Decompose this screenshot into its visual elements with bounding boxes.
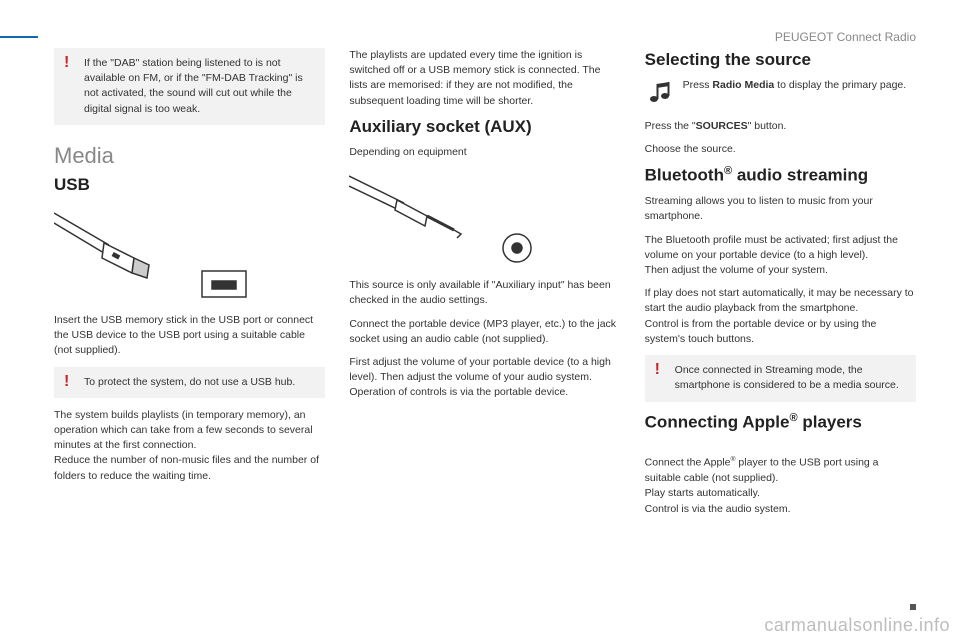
playlist-text: The system builds playlists (in temporar… bbox=[54, 408, 325, 484]
warning-streaming: ! Once connected in Streaming mode, the … bbox=[645, 355, 916, 401]
text-fragment: Bluetooth bbox=[645, 166, 724, 185]
aux-heading: Auxiliary socket (AUX) bbox=[349, 117, 620, 137]
text-fragment: to display the primary page. bbox=[774, 79, 906, 91]
playlists-update: The playlists are updated every time the… bbox=[349, 48, 620, 109]
warning-streaming-text: Once connected in Streaming mode, the sm… bbox=[675, 363, 906, 393]
music-note-icon bbox=[645, 78, 673, 111]
warning-icon: ! bbox=[655, 361, 660, 379]
warning-usb-hub: ! To protect the system, do not use a US… bbox=[54, 367, 325, 398]
text-fragment: " button. bbox=[748, 120, 787, 132]
bt-text-1: Streaming allows you to listen to music … bbox=[645, 194, 916, 224]
text-fragment: Connect the Apple bbox=[645, 457, 731, 469]
accent-bar bbox=[0, 36, 38, 38]
column-2: The playlists are updated every time the… bbox=[349, 48, 620, 525]
warning-icon: ! bbox=[64, 54, 69, 72]
text-fragment: audio streaming bbox=[732, 166, 868, 185]
text-fragment: Connecting Apple bbox=[645, 412, 790, 431]
sources-bold: SOURCES bbox=[696, 120, 748, 132]
media-heading: Media bbox=[54, 143, 325, 169]
aux-illustration bbox=[349, 168, 549, 268]
bt-text-3: If play does not start automatically, it… bbox=[645, 286, 916, 347]
header-label: PEUGEOT Connect Radio bbox=[775, 30, 916, 44]
aux-connect: Connect the portable device (MP3 player,… bbox=[349, 317, 620, 347]
bt-text-2: The Bluetooth profile must be activated;… bbox=[645, 233, 916, 279]
apple-text: Connect the Apple® player to the USB por… bbox=[645, 440, 916, 517]
selecting-source-heading: Selecting the source bbox=[645, 50, 916, 70]
page-marker bbox=[910, 604, 916, 610]
warning-dab-text: If the "DAB" station being listened to i… bbox=[84, 56, 315, 117]
usb-instruction: Insert the USB memory stick in the USB p… bbox=[54, 313, 325, 359]
choose-source: Choose the source. bbox=[645, 142, 916, 157]
radio-media-text: Press Radio Media to display the primary… bbox=[683, 78, 916, 93]
press-sources: Press the "SOURCES" button. bbox=[645, 119, 916, 134]
apple-heading: Connecting Apple® players bbox=[645, 412, 916, 433]
column-1: ! If the "DAB" station being listened to… bbox=[54, 48, 325, 525]
warning-icon: ! bbox=[64, 373, 69, 391]
radio-media-bold: Radio Media bbox=[712, 79, 774, 91]
text-fragment: players bbox=[798, 412, 862, 431]
page: PEUGEOT Connect Radio ! If the "DAB" sta… bbox=[0, 0, 960, 640]
usb-heading: USB bbox=[54, 175, 325, 195]
bluetooth-heading: Bluetooth® audio streaming bbox=[645, 165, 916, 186]
aux-availability: This source is only available if "Auxili… bbox=[349, 278, 620, 308]
columns: ! If the "DAB" station being listened to… bbox=[54, 48, 916, 525]
text-fragment: Press bbox=[683, 79, 713, 91]
watermark: carmanualsonline.info bbox=[764, 615, 950, 636]
depends-label: Depending on equipment bbox=[349, 145, 620, 160]
warning-dab: ! If the "DAB" station being listened to… bbox=[54, 48, 325, 125]
text-fragment: Press the " bbox=[645, 120, 696, 132]
column-3: Selecting the source Press Radio bbox=[645, 48, 916, 525]
registered-symbol: ® bbox=[789, 412, 797, 424]
usb-illustration bbox=[54, 203, 254, 303]
warning-usb-hub-text: To protect the system, do not use a USB … bbox=[84, 375, 315, 390]
radio-media-row: Press Radio Media to display the primary… bbox=[645, 78, 916, 111]
registered-symbol: ® bbox=[724, 165, 732, 177]
aux-volume: First adjust the volume of your portable… bbox=[349, 355, 620, 401]
